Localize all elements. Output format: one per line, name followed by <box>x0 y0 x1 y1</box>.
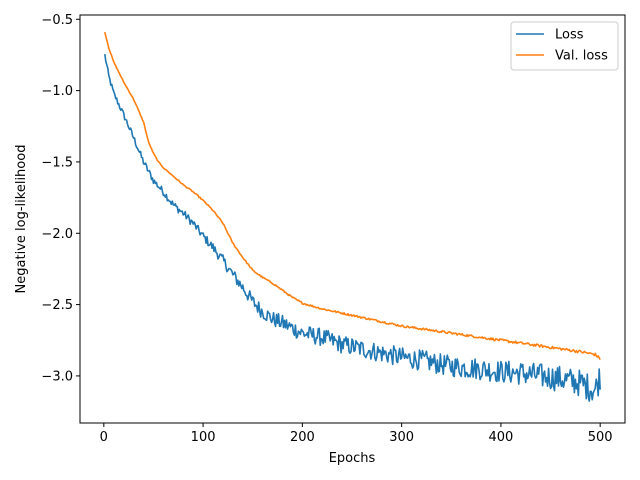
x-tick-label: 0 <box>100 430 108 445</box>
series-line-val-loss <box>104 31 601 361</box>
plot-frame <box>79 14 626 424</box>
y-tick-label: −1.0 <box>41 84 73 99</box>
x-tick-label: 500 <box>588 430 613 445</box>
legend: Loss Val. loss <box>510 21 619 71</box>
y-axis-ticks: −3.0 −2.5 −2.0 −1.5 −1.0 −0.5 <box>41 13 80 384</box>
series-layer <box>104 31 601 402</box>
x-tick-label: 300 <box>389 430 414 445</box>
x-axis-ticks: 0 100 200 300 400 500 <box>100 423 613 445</box>
legend-label: Val. loss <box>555 49 608 64</box>
x-tick-label: 100 <box>191 430 216 445</box>
y-tick-label: −0.5 <box>41 13 73 28</box>
x-tick-label: 400 <box>488 430 513 445</box>
y-axis-label: Negative log-likelihood <box>14 145 29 294</box>
x-axis-label: Epochs <box>329 451 376 466</box>
y-tick-label: −1.5 <box>41 155 73 170</box>
y-tick-label: −2.0 <box>41 227 73 242</box>
series-line-loss <box>104 53 601 402</box>
legend-label: Loss <box>555 28 584 43</box>
y-tick-label: −3.0 <box>41 369 73 384</box>
y-tick-label: −2.5 <box>41 298 73 313</box>
x-tick-label: 200 <box>290 430 315 445</box>
